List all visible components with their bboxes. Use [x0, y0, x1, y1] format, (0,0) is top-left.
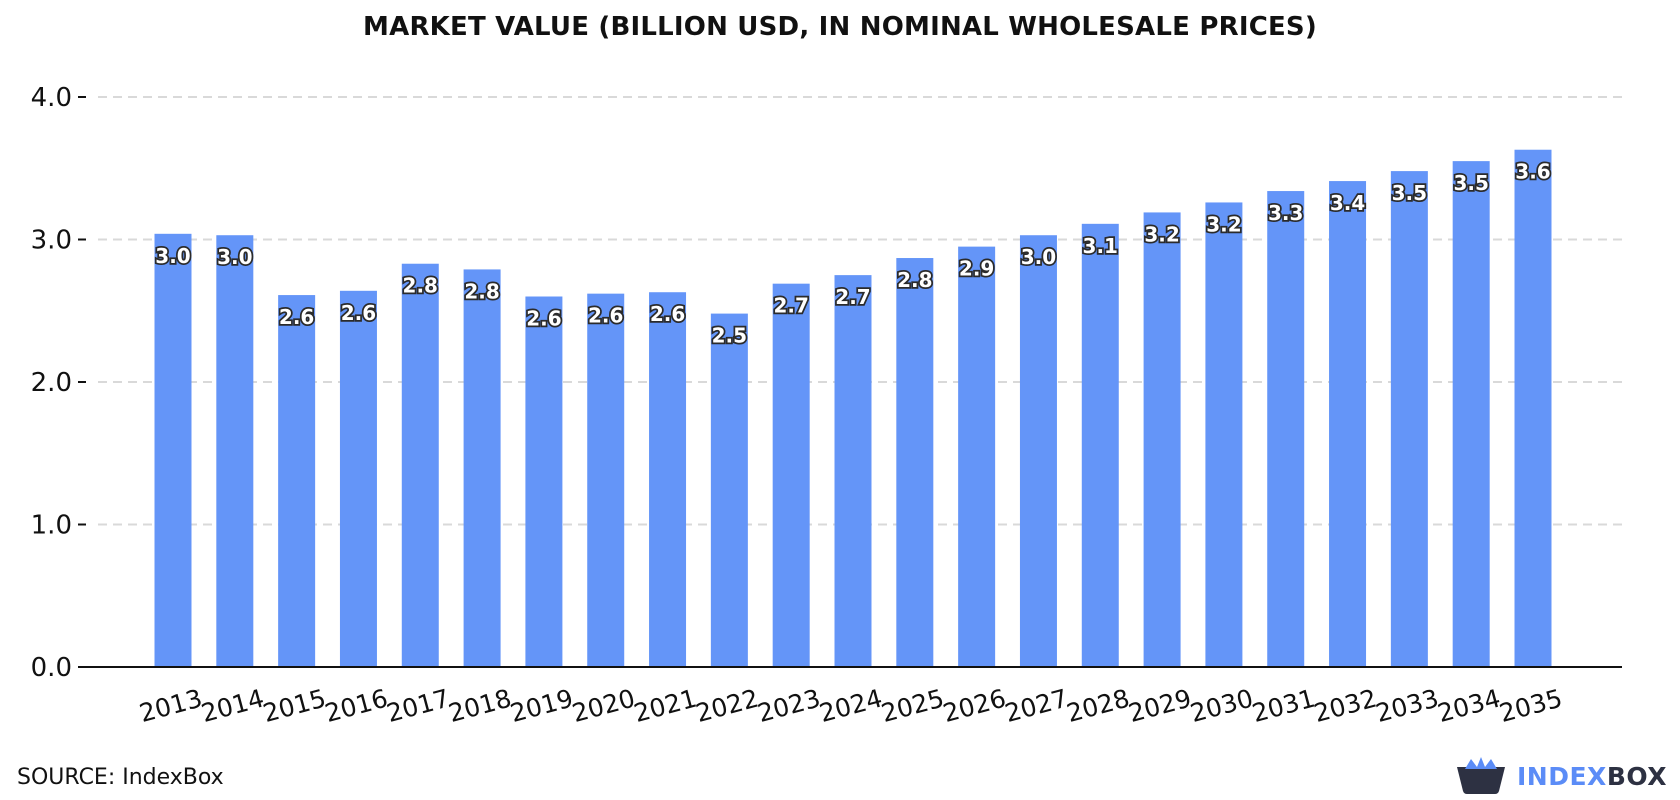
bar-value-labels: 3.0 3.0 2.6 2.6 2.8 2.8 2.6 2.6 2.6 2.5 2.7 2.7 2.8 2…: [154, 158, 1553, 349]
y-axis-ticks: 0.0 1.0 2.0 3.0 4.0: [31, 83, 86, 683]
x-tick-label: 2025: [878, 684, 947, 728]
bars: [154, 149, 1552, 668]
x-axis-ticks: 2013201420152016201720182019202020212022…: [136, 684, 1565, 728]
bar-value-label: 2.7: [835, 285, 870, 309]
bar-2022: [710, 313, 748, 667]
x-tick-label: 2014: [198, 684, 267, 728]
bar-value-label: 3.4: [1330, 191, 1365, 215]
bar-2023: [772, 283, 810, 667]
bar-2030: [1205, 202, 1243, 667]
bar-2032: [1329, 181, 1367, 667]
bar-value-label: 2.8: [403, 274, 438, 298]
bar-value-label: 2.8: [464, 279, 499, 303]
bar-2024: [834, 275, 872, 667]
logo-text-index: INDEX: [1517, 761, 1607, 791]
indexbox-logo[interactable]: INDEXBOX: [1455, 756, 1667, 796]
bar-2026: [958, 246, 996, 667]
bar-value-label: 2.7: [773, 294, 808, 318]
x-tick-label: 2019: [507, 684, 576, 728]
x-tick-label: 2015: [260, 684, 329, 728]
bar-value-label: 3.3: [1268, 201, 1303, 225]
bar-value-label: 2.6: [279, 305, 314, 329]
bar-2017: [401, 263, 439, 667]
bar-value-label: 3.6: [1515, 160, 1550, 184]
x-tick-label: 2016: [322, 684, 391, 728]
x-tick-label: 2035: [1496, 684, 1565, 728]
y-tick-label: 1.0: [31, 511, 72, 541]
bar-2034: [1452, 161, 1490, 667]
bar-2015: [278, 295, 316, 667]
x-tick-label: 2024: [816, 684, 885, 728]
bar-value-label: 3.0: [217, 245, 252, 269]
bar-2033: [1390, 171, 1428, 667]
x-tick-label: 2033: [1373, 684, 1442, 728]
bar-value-label: 3.2: [1144, 222, 1179, 246]
bar-value-label: 3.2: [1206, 212, 1241, 236]
x-tick-label: 2020: [569, 684, 638, 728]
bar-2014: [216, 235, 254, 667]
bar-2013: [154, 233, 192, 668]
bar-value-label: 3.5: [1453, 171, 1488, 195]
source-note: SOURCE: IndexBox: [17, 765, 224, 790]
y-tick-label: 3.0: [31, 226, 72, 256]
chart-title: MARKET VALUE (BILLION USD, IN NOMINAL WH…: [363, 12, 1317, 42]
bar-value-label: 2.8: [897, 268, 932, 292]
bar-value-label: 3.1: [1083, 234, 1118, 258]
bar-value-label: 2.9: [959, 257, 994, 281]
bar-value-label: 3.0: [1021, 245, 1056, 269]
x-tick-label: 2026: [940, 684, 1009, 728]
x-tick-label: 2030: [1187, 684, 1256, 728]
x-tick-label: 2034: [1435, 684, 1504, 728]
crown-basket-icon: [1457, 757, 1505, 794]
x-tick-label: 2029: [1125, 684, 1194, 728]
x-tick-label: 2018: [445, 684, 514, 728]
bar-2029: [1143, 212, 1181, 668]
bar-value-label: 2.6: [341, 301, 376, 325]
x-tick-label: 2023: [755, 684, 824, 728]
bar-2025: [896, 258, 934, 667]
x-tick-label: 2027: [1002, 684, 1071, 728]
y-tick-label: 4.0: [31, 83, 72, 113]
x-tick-label: 2017: [384, 684, 453, 728]
x-tick-label: 2021: [631, 684, 700, 728]
x-tick-label: 2013: [136, 684, 205, 728]
bar-2031: [1267, 191, 1305, 668]
y-tick-label: 0.0: [31, 653, 72, 683]
bar-value-label: 2.6: [588, 304, 623, 328]
bar-2019: [525, 296, 563, 667]
bar-2021: [649, 292, 687, 667]
bar-2020: [587, 293, 625, 667]
bar-value-label: 2.6: [650, 302, 685, 326]
y-tick-label: 2.0: [31, 368, 72, 398]
bar-value-label: 2.5: [712, 324, 747, 348]
bar-value-label: 3.0: [155, 244, 190, 268]
bar-2018: [463, 269, 501, 667]
x-tick-label: 2022: [693, 684, 762, 728]
bar-2028: [1081, 223, 1119, 667]
bar-2027: [1019, 235, 1057, 667]
bar-value-label: 3.5: [1392, 181, 1427, 205]
x-tick-label: 2031: [1249, 684, 1318, 728]
logo-text-box: BOX: [1606, 761, 1668, 791]
bar-2016: [339, 290, 377, 667]
x-tick-label: 2028: [1064, 684, 1133, 728]
x-tick-label: 2032: [1311, 684, 1380, 728]
bar-value-label: 2.6: [526, 307, 561, 331]
bar-2035: [1514, 149, 1552, 668]
